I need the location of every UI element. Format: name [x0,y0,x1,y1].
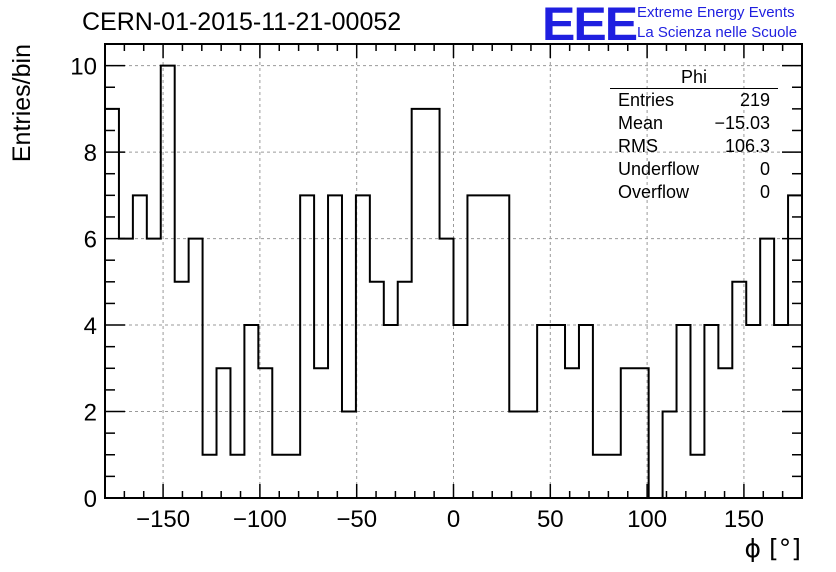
histogram-bin [356,195,370,498]
axis-ticks [105,44,802,499]
histogram-bin [635,368,649,498]
histogram-bin [175,282,189,498]
histogram-bin [217,368,231,498]
y-tick-labels: 0 2 4 6 8 10 [70,54,97,513]
histogram-bin [565,368,579,498]
eee-logo: EEE [542,0,638,51]
stats-label: Overflow [618,182,690,202]
x-tick-label: 100 [627,506,667,533]
histogram-bin [370,282,384,498]
histogram-bin [119,239,133,498]
histogram-bin [203,455,217,498]
x-tick-label: −50 [336,506,377,533]
histogram-bin [230,455,244,498]
stats-label: Mean [618,113,664,133]
logo-line-1: Extreme Energy Events [637,4,795,21]
stats-row-overflow: Overflow 0 [608,181,778,204]
histogram-bin [523,412,537,498]
y-tick-label: 0 [84,486,97,513]
stats-row-underflow: Underflow 0 [608,158,778,181]
x-tick-label: 150 [724,506,764,533]
histogram-bin [509,412,523,498]
stats-value: 219 [739,90,770,110]
x-tick-label: −100 [233,506,287,533]
x-axis-label: ϕ [°] [745,534,801,563]
histogram-bin [328,195,342,498]
y-tick-label: 6 [84,227,97,254]
histogram-bin [342,412,356,498]
logo-line-2: La Scienza nelle Scuole [637,24,798,41]
x-tick-label: 50 [537,506,564,533]
histogram-bin [412,109,426,498]
stats-value: 0 [759,182,770,202]
stats-value: 0 [759,159,770,179]
y-tick-label: 10 [70,54,97,81]
histogram-bin [621,368,635,498]
stats-row-entries: Entries 219 [608,89,778,112]
run-title: CERN-01-2015-11-21-00052 [82,8,402,36]
x-tick-labels: −150 −100 −50 0 50 100 150 [136,506,764,533]
histogram-bin [314,368,328,498]
stats-row-mean: Mean −15.03 [608,112,778,135]
x-tick-label: 0 [447,506,460,533]
stats-row-rms: RMS 106.3 [608,135,778,158]
stats-label: Underflow [618,159,700,179]
histogram-bin [760,239,774,498]
histogram-bin [398,282,412,498]
y-tick-label: 8 [84,140,97,167]
histogram-bin [663,412,677,498]
histogram-outline [104,64,803,499]
histogram-bin [300,195,314,498]
histogram-bin [593,455,607,498]
stats-label: Entries [618,90,675,110]
histogram-bin [481,195,495,498]
x-tick-label: −150 [136,506,190,533]
stats-value: −15.03 [714,113,770,133]
histogram-bin [147,239,161,498]
histogram-bin [189,239,203,498]
histogram-bin [426,109,440,498]
histogram-bin [133,195,147,498]
histogram-bin [495,195,509,498]
stats-box: Phi Entries 219 Mean −15.03 RMS 106.3 Underflo… [608,66,778,204]
y-tick-label: 4 [84,313,97,340]
histogram-bin [467,195,481,498]
histogram-bin [718,368,732,498]
histogram-bin [258,368,272,498]
stats-title: Phi [610,66,778,89]
y-tick-label: 2 [84,400,97,427]
stats-label: RMS [618,136,658,156]
histogram-bin [440,239,454,498]
histogram-bin [690,455,704,498]
y-axis-label: Entries/bin [8,44,36,162]
stats-value: 106.3 [724,136,770,156]
